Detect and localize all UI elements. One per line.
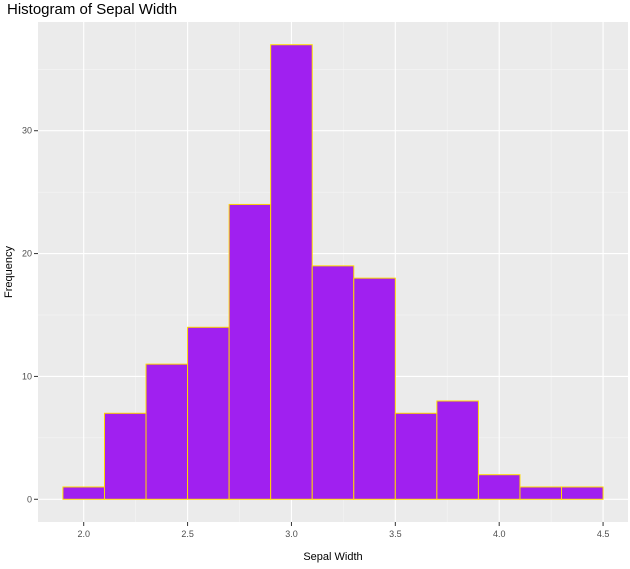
histogram-bar bbox=[477, 474, 521, 500]
x-tick-label: 2.5 bbox=[181, 529, 194, 539]
histogram-bar bbox=[270, 44, 313, 500]
histogram-bar bbox=[436, 400, 479, 500]
x-tick-label: 4.5 bbox=[597, 529, 610, 539]
y-axis-title: Frequency bbox=[3, 246, 15, 298]
histogram-bar bbox=[145, 363, 189, 500]
x-tick-label: 3.0 bbox=[285, 529, 298, 539]
y-tick-label: 20 bbox=[22, 249, 32, 259]
y-tick-label: 30 bbox=[22, 126, 32, 136]
histogram-bar bbox=[228, 203, 272, 500]
histogram-bar bbox=[62, 486, 105, 500]
histogram-bar bbox=[519, 486, 563, 500]
y-tick-label: 10 bbox=[22, 371, 32, 381]
chart-title: Histogram of Sepal Width bbox=[7, 1, 177, 18]
y-axis: 0 10 20 30 bbox=[22, 126, 38, 504]
histogram-bar bbox=[353, 277, 396, 500]
histogram-bar bbox=[561, 486, 604, 500]
histogram-bars bbox=[62, 44, 604, 500]
x-axis-title: Sepal Width bbox=[303, 551, 362, 563]
x-tick-label: 4.0 bbox=[493, 529, 506, 539]
x-axis: 2.0 2.5 3.0 3.5 4.0 4.5 bbox=[77, 522, 609, 539]
x-tick-label: 2.0 bbox=[77, 529, 90, 539]
histogram-bar bbox=[394, 412, 438, 500]
y-tick-label: 0 bbox=[27, 494, 32, 504]
histogram-bar bbox=[103, 412, 147, 500]
histogram-bar bbox=[187, 326, 230, 500]
x-tick-label: 3.5 bbox=[389, 529, 402, 539]
histogram-bar bbox=[311, 265, 355, 500]
